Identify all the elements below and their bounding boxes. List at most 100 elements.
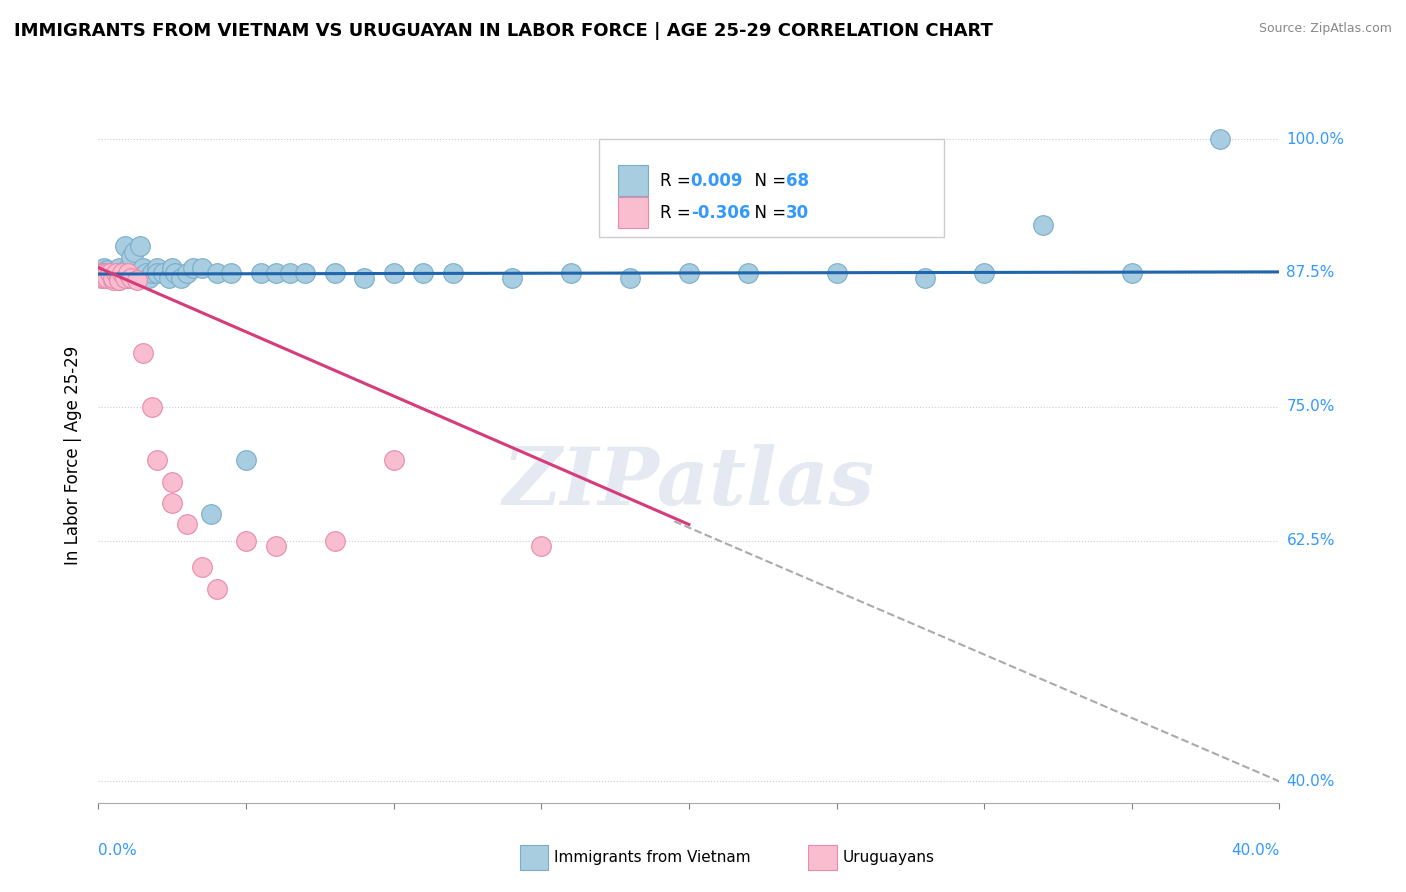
Point bbox=[141, 266, 163, 280]
Point bbox=[93, 266, 115, 280]
Text: 30: 30 bbox=[786, 203, 810, 221]
Point bbox=[98, 269, 121, 284]
Text: Uruguayans: Uruguayans bbox=[842, 850, 934, 864]
Point bbox=[1209, 132, 1232, 146]
Point bbox=[120, 250, 142, 264]
Point bbox=[93, 266, 115, 280]
Point bbox=[93, 266, 115, 280]
Point bbox=[191, 260, 214, 275]
Point bbox=[141, 400, 163, 414]
Point bbox=[105, 266, 128, 280]
Point bbox=[90, 266, 112, 280]
Point bbox=[165, 266, 187, 280]
Text: N =: N = bbox=[744, 171, 792, 189]
Text: 0.0%: 0.0% bbox=[98, 843, 138, 858]
Point bbox=[105, 266, 128, 280]
Point bbox=[157, 271, 180, 285]
Point bbox=[382, 453, 405, 467]
Point bbox=[382, 266, 405, 280]
Point bbox=[1121, 266, 1143, 280]
Point bbox=[111, 271, 134, 285]
Point bbox=[914, 271, 936, 285]
Point bbox=[128, 239, 150, 253]
Point bbox=[105, 269, 128, 284]
Point bbox=[108, 273, 131, 287]
Text: 75.0%: 75.0% bbox=[1286, 400, 1334, 414]
Point bbox=[111, 266, 134, 280]
Point bbox=[264, 266, 287, 280]
Text: 0.009: 0.009 bbox=[690, 171, 744, 189]
Text: 62.5%: 62.5% bbox=[1286, 533, 1334, 548]
Point bbox=[98, 266, 121, 280]
Point bbox=[96, 271, 118, 285]
Text: R =: R = bbox=[659, 171, 696, 189]
Point bbox=[162, 496, 183, 510]
Point bbox=[98, 266, 121, 280]
Text: 40.0%: 40.0% bbox=[1286, 774, 1334, 789]
Point bbox=[93, 260, 115, 275]
Point bbox=[108, 271, 131, 285]
Point bbox=[560, 266, 582, 280]
Point bbox=[205, 266, 228, 280]
Point bbox=[441, 266, 464, 280]
Point bbox=[737, 266, 759, 280]
Text: Source: ZipAtlas.com: Source: ZipAtlas.com bbox=[1258, 22, 1392, 36]
Point bbox=[619, 271, 641, 285]
Point bbox=[120, 271, 142, 285]
Point bbox=[235, 453, 257, 467]
Point bbox=[825, 266, 848, 280]
Point bbox=[162, 475, 183, 489]
Point bbox=[103, 271, 125, 285]
Point bbox=[200, 507, 222, 521]
Point bbox=[176, 517, 198, 532]
Text: ZIPatlas: ZIPatlas bbox=[503, 444, 875, 522]
Point bbox=[181, 260, 204, 275]
Point bbox=[125, 273, 148, 287]
Text: IMMIGRANTS FROM VIETNAM VS URUGUAYAN IN LABOR FORCE | AGE 25-29 CORRELATION CHAR: IMMIGRANTS FROM VIETNAM VS URUGUAYAN IN … bbox=[14, 22, 993, 40]
Point bbox=[323, 266, 346, 280]
Point bbox=[117, 266, 139, 280]
Point bbox=[103, 266, 125, 280]
Point bbox=[132, 346, 155, 360]
Point bbox=[176, 266, 198, 280]
Point bbox=[114, 239, 136, 253]
Point bbox=[501, 271, 523, 285]
Point bbox=[250, 266, 273, 280]
Text: 40.0%: 40.0% bbox=[1232, 843, 1279, 858]
Point bbox=[132, 260, 155, 275]
Point bbox=[114, 271, 136, 285]
Point bbox=[294, 266, 316, 280]
Point bbox=[90, 266, 112, 280]
Point bbox=[264, 539, 287, 553]
Text: 68: 68 bbox=[786, 171, 810, 189]
Text: 100.0%: 100.0% bbox=[1286, 132, 1344, 146]
Text: N =: N = bbox=[744, 203, 792, 221]
Point bbox=[278, 266, 302, 280]
Text: R =: R = bbox=[659, 203, 696, 221]
Point bbox=[530, 539, 553, 553]
Point bbox=[973, 266, 995, 280]
Point bbox=[90, 266, 112, 280]
Point bbox=[108, 273, 131, 287]
Point bbox=[146, 453, 169, 467]
Point bbox=[108, 260, 131, 275]
Point bbox=[146, 266, 169, 280]
Point bbox=[114, 266, 136, 280]
Point bbox=[108, 266, 131, 280]
Point bbox=[96, 266, 118, 280]
Point bbox=[103, 265, 125, 279]
Point bbox=[678, 266, 700, 280]
Text: -0.306: -0.306 bbox=[690, 203, 749, 221]
Point bbox=[103, 271, 125, 285]
Point bbox=[105, 266, 128, 280]
Point bbox=[117, 260, 139, 275]
Point bbox=[122, 244, 145, 259]
Point bbox=[205, 582, 228, 596]
Point bbox=[93, 271, 115, 285]
Text: 87.5%: 87.5% bbox=[1286, 266, 1334, 280]
Y-axis label: In Labor Force | Age 25-29: In Labor Force | Age 25-29 bbox=[65, 345, 83, 565]
Point bbox=[111, 266, 134, 280]
Point bbox=[96, 271, 118, 285]
Point bbox=[135, 266, 157, 280]
Point bbox=[96, 266, 118, 280]
